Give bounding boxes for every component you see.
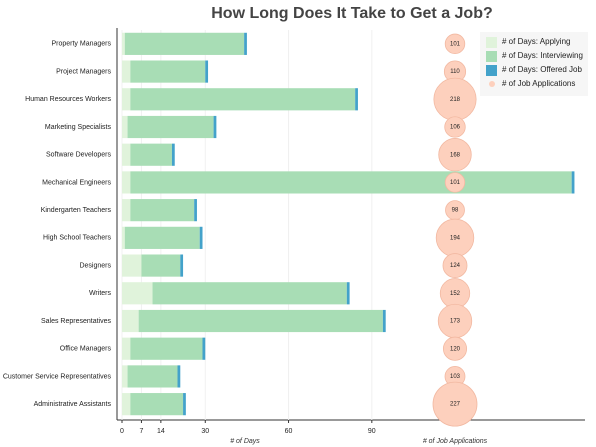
bar-segment	[130, 199, 195, 222]
y-tick-label: Software Developers	[46, 152, 111, 159]
x-tick-label: 14	[157, 428, 165, 435]
bar-segment	[122, 282, 153, 305]
bubble	[444, 116, 466, 138]
bubble-label: 110	[450, 69, 460, 75]
bar-segment	[122, 143, 131, 166]
bar-segment	[124, 226, 200, 249]
x-tick-label: 0	[120, 428, 124, 435]
bar-segment	[130, 60, 206, 83]
chart-title: How Long Does It Take to Get a Job?	[211, 5, 493, 22]
bubble-label: 120	[450, 346, 461, 352]
x-tick-label: 90	[368, 428, 376, 435]
bar-segment	[355, 88, 358, 111]
y-tick-label: Writers	[89, 290, 112, 297]
bar-segment	[138, 309, 383, 333]
bubble	[444, 172, 466, 193]
bar-segment	[202, 337, 206, 360]
bar-segment	[171, 143, 175, 166]
bar-segment	[127, 365, 178, 388]
bar-segment	[122, 171, 131, 194]
y-tick-label: Property Managers	[51, 41, 111, 48]
bar-segment	[122, 32, 125, 55]
x-tick-label: 30	[201, 428, 209, 435]
bubble	[432, 381, 478, 427]
bar-segment	[122, 88, 131, 111]
legend-swatch	[486, 37, 497, 48]
bubble	[442, 253, 468, 278]
y-tick-label: Marketing Specialists	[45, 124, 112, 131]
bar-segment	[130, 337, 203, 360]
bar-segment	[122, 60, 131, 83]
legend-label: # of Job Applications	[502, 79, 575, 88]
bubble	[438, 138, 472, 172]
x-tick-label: 60	[285, 428, 293, 435]
legend-label: # of Days: Offered Job	[502, 65, 582, 74]
bubble-label: 227	[450, 402, 461, 408]
bar-segment	[122, 254, 142, 277]
bar-segment	[183, 393, 186, 416]
bubble-label: 173	[450, 319, 461, 325]
y-tick-label: Human Resources Workers	[25, 96, 111, 103]
bar-segment	[213, 115, 217, 139]
bubble-label: 218	[450, 97, 461, 103]
y-tick-label: Kindergarten Teachers	[41, 207, 112, 214]
bubble-label: 168	[450, 152, 461, 158]
legend-swatch	[486, 65, 497, 76]
bar-segment	[124, 32, 245, 55]
y-tick-label: Project Managers	[56, 68, 111, 75]
bubble	[444, 33, 466, 55]
y-tick-label: Mechanical Engineers	[42, 179, 111, 186]
bubble-label: 101	[450, 180, 461, 186]
y-tick-label: Office Managers	[60, 346, 112, 353]
bar-segment	[130, 143, 172, 166]
bubble	[442, 336, 468, 361]
bar-segment	[152, 282, 347, 305]
bar-segment	[122, 337, 131, 360]
bar-segment	[177, 365, 181, 388]
x-axis-label: # of Days	[230, 438, 260, 445]
bar-segment	[130, 88, 356, 111]
x-tick-label: 7	[139, 428, 143, 435]
y-tick-label: High School Teachers	[43, 235, 111, 242]
bubble-label: 152	[450, 291, 461, 297]
y-tick-label: Designers	[79, 262, 111, 269]
y-tick-label: Customer Service Representatives	[3, 373, 112, 380]
bar-segment	[244, 32, 247, 55]
bubble-label: 106	[450, 125, 461, 131]
bubble-axis-label: # of Job Applications	[423, 438, 488, 445]
legend-swatch	[489, 81, 495, 87]
bar-segment	[130, 171, 572, 194]
bar-segment	[122, 393, 131, 416]
legend	[480, 32, 588, 96]
bar-segment	[122, 309, 139, 333]
bar-segment	[122, 226, 125, 249]
bar-segment	[180, 254, 184, 277]
bar-segment	[122, 115, 128, 139]
y-tick-label: Sales Representatives	[41, 318, 112, 325]
bar-segment	[122, 199, 131, 222]
legend-swatch	[486, 51, 497, 62]
bubble-label: 101	[450, 41, 461, 47]
bubble-label: 98	[452, 208, 459, 214]
bubble-label: 124	[450, 263, 461, 269]
bar-segment	[382, 309, 386, 333]
bar-segment	[199, 226, 203, 249]
bar-segment	[194, 199, 197, 222]
bar-segment	[346, 282, 350, 305]
bar-segment	[122, 365, 128, 388]
bubble-label: 194	[450, 235, 461, 241]
legend-label: # of Days: Interviewing	[502, 51, 583, 60]
bar-segment	[127, 115, 214, 139]
bar-segment	[205, 60, 209, 83]
bubble-label: 103	[450, 374, 461, 380]
bar-segment	[571, 171, 575, 194]
bar-segment	[130, 393, 184, 416]
bar-segment	[141, 254, 181, 277]
legend-label: # of Days: Applying	[502, 37, 570, 46]
y-tick-label: Administrative Assistants	[34, 401, 112, 408]
